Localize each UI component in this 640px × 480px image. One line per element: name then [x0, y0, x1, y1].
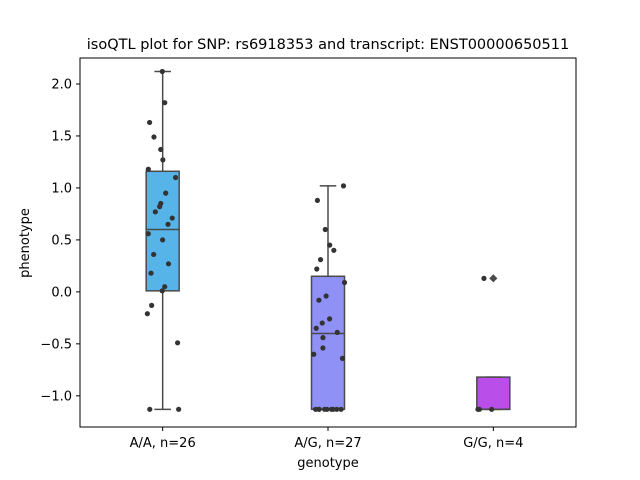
x-tick-label: A/A, n=26: [130, 436, 196, 451]
data-point: [169, 215, 175, 221]
y-tick-label: 1.0: [51, 181, 72, 196]
data-point: [146, 119, 153, 126]
data-point: [322, 406, 328, 412]
y-axis-label: phenotype: [18, 208, 33, 278]
data-point: [323, 293, 329, 299]
data-point: [144, 311, 150, 317]
data-point: [319, 320, 325, 326]
data-point: [334, 406, 340, 412]
data-point: [334, 329, 340, 336]
data-point: [148, 270, 154, 276]
data-point: [172, 174, 179, 181]
data-point: [160, 157, 166, 163]
strip-points: [475, 275, 495, 412]
data-point: [341, 279, 348, 286]
data-point: [163, 190, 169, 196]
data-point: [475, 406, 481, 412]
data-point: [145, 231, 151, 237]
data-point: [481, 275, 487, 281]
data-point: [339, 355, 346, 361]
data-point: [165, 221, 171, 227]
data-point: [159, 288, 165, 294]
data-point: [314, 197, 321, 204]
data-point: [316, 297, 322, 303]
y-tick-label: 0.5: [51, 233, 72, 248]
data-point: [165, 261, 172, 267]
data-point: [320, 335, 326, 341]
data-point: [174, 340, 181, 346]
data-point: [147, 406, 153, 412]
data-point: [330, 406, 336, 412]
data-point: [317, 257, 324, 263]
data-point: [152, 209, 158, 215]
strip-points: [144, 68, 182, 412]
data-point: [145, 166, 151, 172]
data-point: [322, 226, 328, 233]
plot-area: [144, 68, 511, 412]
y-tick-label: −1.0: [40, 389, 72, 404]
box-group: [476, 274, 511, 411]
data-point: [176, 406, 182, 412]
y-tick-label: 2.0: [51, 77, 72, 92]
data-point: [313, 325, 319, 331]
data-point: [331, 247, 337, 253]
y-tick-label: 0.0: [51, 285, 72, 300]
x-tick-label: G/G, n=4: [463, 436, 523, 451]
box: [476, 376, 511, 411]
data-point: [149, 302, 155, 308]
data-point: [326, 316, 333, 322]
data-point: [489, 406, 495, 412]
chart-title: isoQTL plot for SNP: rs6918353 and trans…: [87, 37, 569, 53]
data-point: [162, 284, 168, 290]
x-axis-label: genotype: [297, 456, 358, 471]
x-tick-label: A/G, n=27: [294, 436, 361, 451]
outlier-marker: [489, 274, 498, 283]
axes: −1.0 −0.5 0.0 0.5 1.0 1.5 2.0 A/A, n=26 A/G, n=2…: [40, 57, 577, 451]
data-point: [320, 345, 326, 351]
data-point: [158, 146, 164, 153]
data-point: [162, 100, 168, 106]
data-point: [327, 242, 333, 248]
data-point: [314, 266, 320, 272]
data-point: [158, 200, 164, 207]
data-point: [340, 183, 347, 189]
strip-points: [311, 183, 348, 412]
data-point: [151, 134, 157, 140]
data-point: [313, 406, 319, 412]
data-point: [151, 251, 157, 258]
y-tick-label: 1.5: [51, 129, 72, 144]
data-point: [160, 237, 166, 243]
data-point: [159, 68, 165, 75]
data-point: [311, 351, 317, 357]
data-point: [338, 406, 344, 412]
y-tick-label: −0.5: [40, 337, 72, 352]
